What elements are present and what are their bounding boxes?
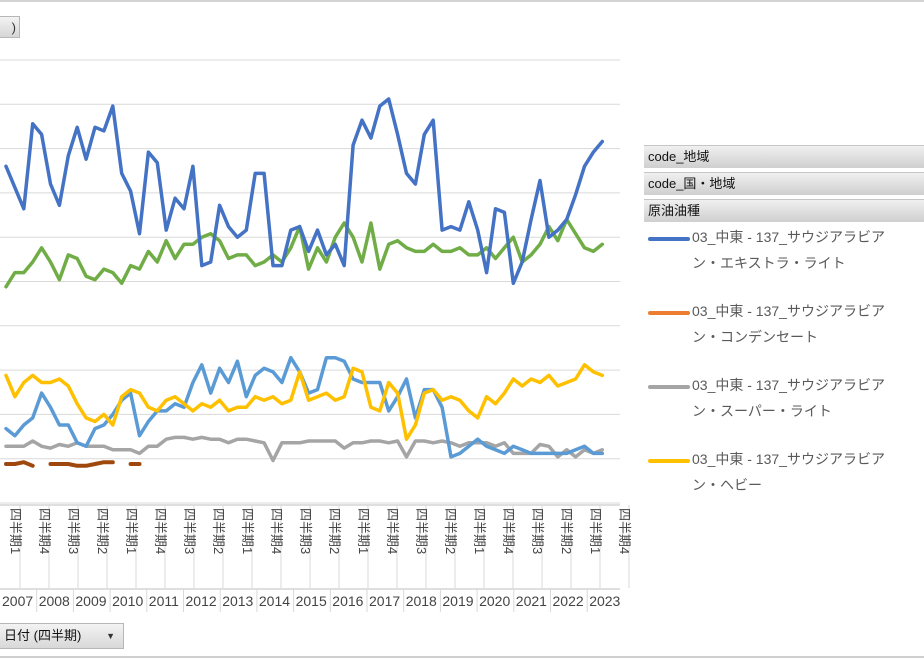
x-tick-label: 四半期1 bbox=[124, 508, 139, 554]
x-tick-label: 四半期2 bbox=[211, 508, 226, 554]
x-axis: 四半期1 四半期4 四半期3 四半期2 四半期1 四半期4 四半期3 四半期2 四半期1 四半期4… bbox=[0, 504, 632, 612]
year-label: 2023 bbox=[589, 593, 620, 609]
series-line-1 bbox=[48, 460, 115, 468]
date-field-label: 日付 (四半期) bbox=[4, 628, 82, 643]
field-button-region[interactable]: code_地域 bbox=[644, 145, 924, 168]
year-label: 2015 bbox=[296, 593, 327, 609]
year-label: 2021 bbox=[516, 593, 547, 609]
series-line-3 bbox=[4, 363, 605, 441]
year-label: 2017 bbox=[369, 593, 400, 609]
x-tick-label: 四半期4 bbox=[385, 508, 400, 554]
year-label: 2018 bbox=[406, 593, 437, 609]
x-tick-label: 四半期2 bbox=[327, 508, 342, 554]
legend-label: 03_中東 - 137_サウジアラビア bbox=[692, 451, 885, 467]
x-tick-label: 四半期4 bbox=[37, 508, 52, 554]
date-field-button[interactable]: 日付 (四半期) ▼ bbox=[0, 623, 124, 649]
year-label: 2012 bbox=[186, 593, 217, 609]
legend-label: 03_中東 - 137_サウジアラビア bbox=[692, 303, 885, 319]
legend-label-cont: ン・コンデンセート bbox=[692, 329, 818, 345]
year-label: 2016 bbox=[332, 593, 363, 609]
x-tick-label: 四半期1 bbox=[240, 508, 255, 554]
year-label: 2010 bbox=[112, 593, 143, 609]
legend-label-cont: ン・エキストラ・ライト bbox=[692, 255, 846, 271]
year-label: 2009 bbox=[75, 593, 106, 609]
series-line-1 bbox=[4, 460, 35, 468]
year-label: 2008 bbox=[39, 593, 70, 609]
value-field-button[interactable]: ) bbox=[0, 16, 20, 38]
x-tick-label: 四半期3 bbox=[298, 508, 313, 554]
gridlines bbox=[0, 59, 620, 504]
field-button-crude-type[interactable]: 原油油種 bbox=[644, 199, 924, 222]
x-tick-label: 四半期4 bbox=[501, 508, 516, 554]
year-label: 2019 bbox=[442, 593, 473, 609]
series-line-5 bbox=[4, 217, 605, 289]
legend-label-cont: ン・ヘビー bbox=[692, 477, 762, 493]
year-label: 2011 bbox=[149, 593, 179, 609]
legend-label: 03_中東 - 137_サウジアラビア bbox=[692, 377, 885, 393]
x-tick-label: 四半期1 bbox=[472, 508, 487, 554]
x-tick-label: 四半期4 bbox=[617, 508, 632, 554]
legend-label: 03_中東 - 137_サウジアラビア bbox=[692, 229, 885, 245]
x-tick-label: 四半期3 bbox=[530, 508, 545, 554]
year-label: 2014 bbox=[259, 593, 290, 609]
x-tick-label: 四半期4 bbox=[269, 508, 284, 554]
dropdown-arrow-icon[interactable]: ▼ bbox=[106, 631, 115, 641]
year-label: 2020 bbox=[479, 593, 510, 609]
x-tick-label: 四半期3 bbox=[414, 508, 429, 554]
series-line-0 bbox=[4, 97, 605, 286]
x-tick-label: 四半期1 bbox=[8, 508, 23, 554]
legend-swatch bbox=[648, 459, 690, 463]
legend-swatch bbox=[648, 237, 690, 241]
bottom-border bbox=[0, 656, 924, 658]
year-label: 2022 bbox=[553, 593, 584, 609]
legend-swatch bbox=[648, 385, 690, 389]
x-tick-label: 四半期3 bbox=[66, 508, 81, 554]
legend-swatch bbox=[648, 311, 690, 315]
x-tick-label: 四半期1 bbox=[356, 508, 371, 554]
x-tick-label: 四半期4 bbox=[153, 508, 168, 554]
year-label: 2007 bbox=[2, 593, 33, 609]
legend-label-cont: ン・スーパー・ライト bbox=[692, 403, 832, 419]
year-label: 2013 bbox=[222, 593, 253, 609]
x-tick-label: 四半期2 bbox=[95, 508, 110, 554]
x-tick-label: 四半期2 bbox=[443, 508, 458, 554]
x-tick-label: 四半期1 bbox=[588, 508, 603, 554]
series-layer bbox=[4, 97, 605, 468]
x-tick-label: 四半期3 bbox=[182, 508, 197, 554]
x-tick-label: 四半期2 bbox=[559, 508, 574, 554]
series-line-2 bbox=[4, 435, 605, 463]
top-border bbox=[0, 0, 924, 2]
field-button-country[interactable]: code_国・地域 bbox=[644, 172, 924, 195]
